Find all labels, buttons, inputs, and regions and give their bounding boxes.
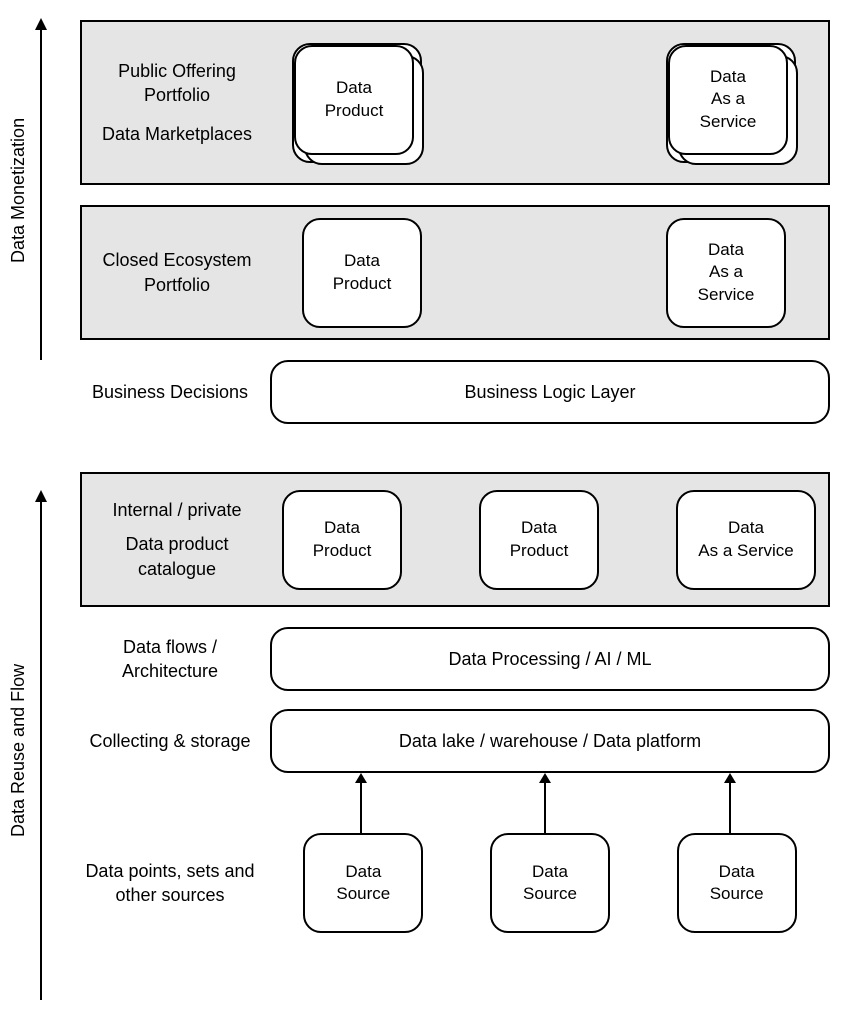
band-closed-title: Closed Ecosystem Portfolio [92,248,262,297]
band-internal: Internal / private Data product catalogu… [80,472,830,607]
axis-monetization-arrow-shaft [40,30,42,360]
axis-monetization-label: Data Monetization [8,90,29,290]
label-business: Business Decisions [80,380,270,404]
arrow-src-1 [360,781,362,833]
axis-monetization-arrow-head [35,18,47,30]
row-source-arrows [80,773,830,833]
row-flows: Data flows / Architecture Data Processin… [80,627,830,691]
tile-closed-data-product: Data Product [302,218,422,328]
arrow-src-2 [544,781,546,833]
tile-public-data-service: Data As a Service [666,43,796,163]
tile-internal-3: Data As a Service [676,490,816,590]
tile-processing: Data Processing / AI / ML [270,627,830,691]
tile-source-3: Data Source [677,833,797,933]
tile-business-logic: Business Logic Layer [270,360,830,424]
arrow-src-3 [729,781,731,833]
axis-reuse-arrow-head [35,490,47,502]
band-public-title: Public Offering Portfolio [92,59,262,108]
row-sources: Data points, sets and other sources Data… [80,833,830,933]
band-internal-subtitle: Data product catalogue [92,532,262,581]
axis-reuse-arrow-shaft [40,502,42,1000]
band-public: Public Offering Portfolio Data Marketpla… [80,20,830,185]
tile-internal-2: Data Product [479,490,599,590]
tile-internal-1: Data Product [282,490,402,590]
axis-reuse-label: Data Reuse and Flow [8,640,29,860]
tile-source-2: Data Source [490,833,610,933]
band-public-subtitle: Data Marketplaces [102,122,252,146]
band-closed: Closed Ecosystem Portfolio Data Product … [80,205,830,340]
label-storage: Collecting & storage [80,729,270,753]
row-business: Business Decisions Business Logic Layer [80,360,830,424]
band-internal-title: Internal / private [112,498,241,522]
label-flows: Data flows / Architecture [80,635,270,684]
tile-datalake: Data lake / warehouse / Data platform [270,709,830,773]
tile-public-data-product: Data Product [292,43,422,163]
label-sources: Data points, sets and other sources [80,859,270,908]
tile-closed-data-service: Data As a Service [666,218,786,328]
row-storage: Collecting & storage Data lake / warehou… [80,709,830,773]
diagram-content: Public Offering Portfolio Data Marketpla… [80,20,830,951]
tile-source-1: Data Source [303,833,423,933]
